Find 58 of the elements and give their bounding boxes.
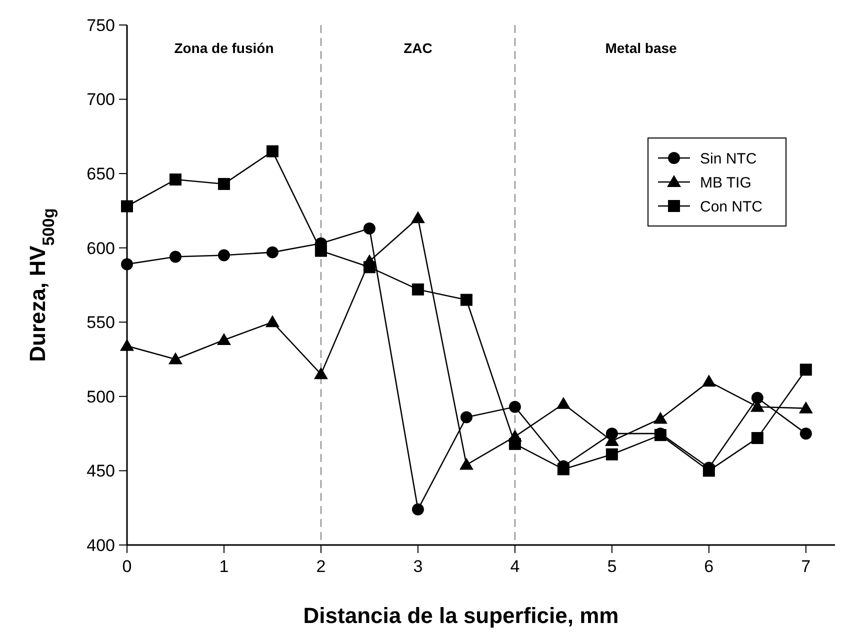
point [702, 464, 715, 477]
y-tick-label: 400 [86, 536, 115, 555]
legend-label: Sin NTC [700, 150, 757, 168]
annotation: ZAC [404, 40, 432, 56]
point [169, 250, 182, 263]
x-tick-label: 4 [510, 557, 520, 576]
point [412, 503, 424, 516]
x-tick-label: 3 [413, 557, 423, 576]
x-tick-label: 1 [219, 557, 229, 576]
point [363, 222, 376, 235]
point [120, 338, 134, 351]
annotation: Metal base [605, 40, 678, 56]
point [460, 411, 472, 424]
x-tick-label: 7 [801, 557, 811, 576]
x-tick-label: 0 [122, 557, 132, 576]
point [460, 294, 472, 306]
point [216, 332, 231, 345]
y-tick-label: 500 [86, 387, 115, 406]
point [751, 392, 764, 404]
y-tick-label: 650 [86, 164, 115, 184]
y-tick-label: 600 [86, 238, 115, 258]
legend-label: Con NTC [700, 198, 763, 216]
point [265, 315, 280, 328]
point [266, 145, 278, 158]
point [168, 352, 182, 364]
point [363, 261, 376, 274]
legend-label: MB TIG [700, 174, 752, 192]
point [218, 249, 230, 262]
y-tick-label: 550 [86, 313, 115, 332]
point [314, 367, 328, 380]
x-tick-label: 5 [607, 557, 617, 576]
annotation: Zona de fusión [174, 40, 274, 56]
point [800, 364, 812, 376]
y-tick-label: 700 [86, 90, 115, 110]
x-tick-label: 6 [704, 557, 714, 576]
point [121, 200, 133, 212]
point [266, 246, 278, 258]
x-tick-label: 2 [316, 557, 326, 576]
point [557, 463, 570, 476]
point [218, 178, 230, 190]
point [459, 458, 474, 470]
point [653, 412, 668, 424]
point [412, 283, 424, 296]
point [121, 258, 133, 270]
point [314, 244, 327, 257]
y-tick-label: 750 [86, 16, 115, 35]
point [751, 432, 764, 444]
point [702, 374, 716, 387]
point [800, 428, 812, 440]
point [556, 396, 570, 409]
point [508, 438, 521, 450]
y-tick-label: 450 [86, 462, 115, 481]
x-axis-title: Distancia de la superficie, mm [303, 603, 619, 628]
point [798, 401, 813, 414]
point [410, 211, 425, 224]
point [606, 448, 618, 460]
point [169, 174, 182, 186]
point [508, 400, 521, 413]
